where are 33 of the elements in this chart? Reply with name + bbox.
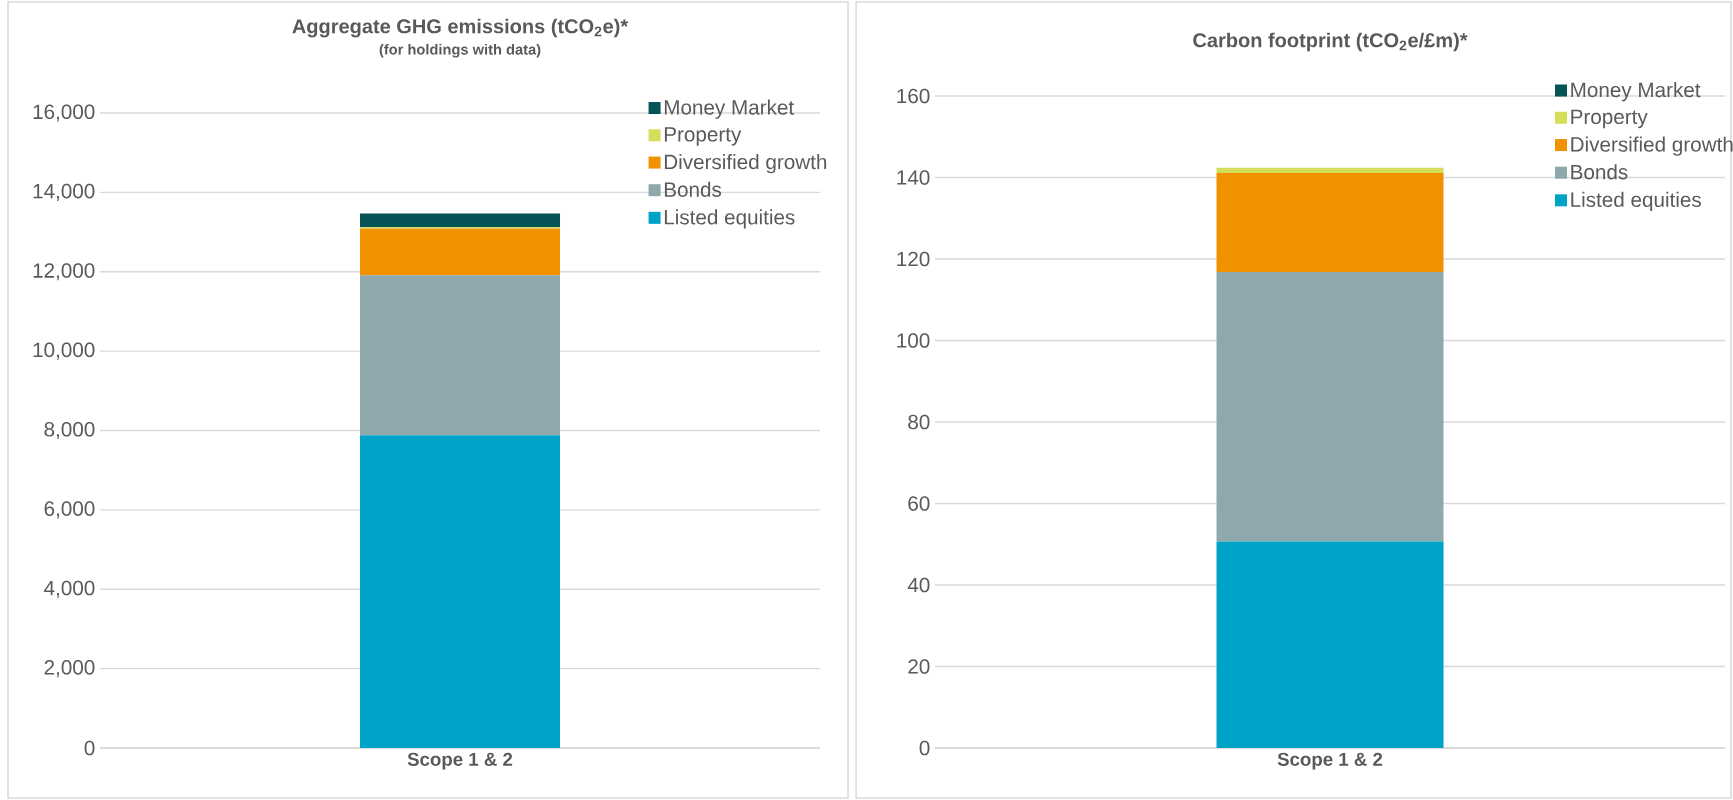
legend-label: Diversified growth — [1571, 136, 1733, 156]
y-tick-label: 8,000 — [44, 421, 95, 440]
chart-title: Aggregate GHG emissions (tCO$_{2}$e)* — [292, 18, 629, 38]
legend-label: Bonds — [1571, 164, 1628, 180]
legend-label: Diversified growth — [664, 154, 827, 174]
y-tick-label: 12,000 — [33, 263, 95, 281]
y-tick-label: 60 — [908, 496, 930, 511]
x-tick-label: Scope 1 & 2 — [1277, 752, 1383, 770]
legend-label: Money Market — [664, 99, 794, 119]
y-tick-label: 4,000 — [44, 580, 95, 598]
y-tick-label: 120 — [897, 251, 930, 267]
y-tick-label: 14,000 — [33, 183, 95, 201]
y-tick-label: 6,000 — [44, 501, 95, 519]
y-tick-label: 140 — [897, 170, 930, 185]
y-tick-label: 0 — [919, 740, 930, 756]
legend-label: Property — [1571, 109, 1648, 129]
y-tick-label: 40 — [907, 577, 930, 593]
y-tick-label: 100 — [897, 333, 930, 348]
legend-label: Listed equities — [664, 209, 795, 229]
y-tick-label: 20 — [908, 659, 930, 674]
y-tick-label: 160 — [897, 88, 930, 104]
legend-label: Bonds — [664, 181, 722, 197]
legend-label: Listed equities — [1571, 191, 1701, 212]
legend-label: Property — [664, 127, 742, 146]
x-tick-label: Scope 1 & 2 — [407, 752, 513, 770]
chart-subtitle: (for holdings with data) — [379, 43, 541, 58]
y-tick-label: 16,000 — [33, 104, 95, 122]
legend-label: Money Market — [1571, 82, 1701, 102]
y-tick-label: 2,000 — [44, 660, 95, 678]
chart-title: Carbon footprint (tCO$_{2}$e/£m)* — [1193, 32, 1468, 52]
y-tick-label: 0 — [84, 740, 95, 756]
y-tick-label: 10,000 — [33, 342, 95, 360]
y-tick-label: 80 — [908, 414, 930, 430]
